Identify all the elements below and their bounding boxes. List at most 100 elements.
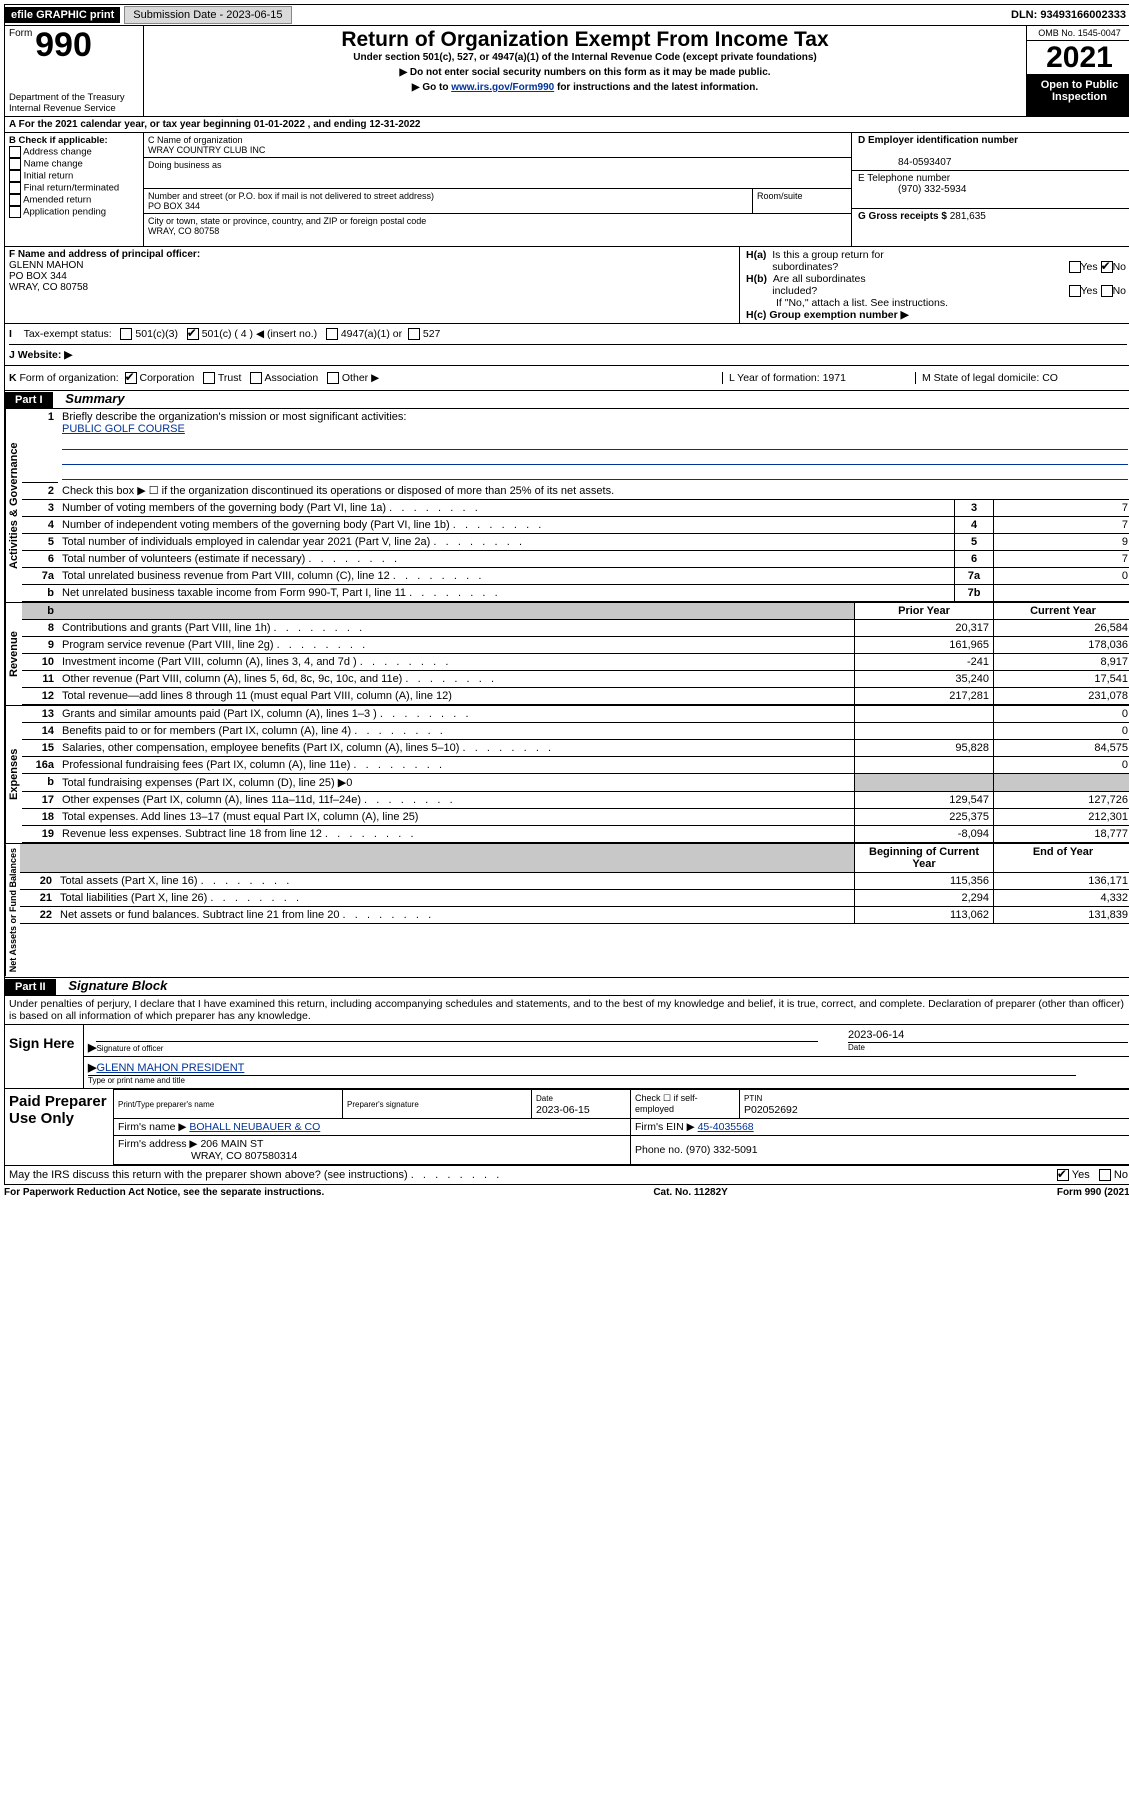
form-word: Form: [9, 28, 32, 39]
year-formation: L Year of formation: 1971: [722, 372, 915, 384]
header-sub1: Under section 501(c), 527, or 4947(a)(1)…: [148, 52, 1022, 63]
gross-receipts-cell: G Gross receipts $ 281,635: [852, 209, 1129, 246]
cb-application-pending[interactable]: [9, 206, 21, 218]
paid-preparer-label: Paid Preparer Use Only: [5, 1089, 113, 1165]
principal-officer: F Name and address of principal officer:…: [5, 247, 740, 323]
part2-title: Signature Block: [58, 978, 167, 993]
irs-link[interactable]: www.irs.gov/Form990: [451, 82, 554, 93]
footer-left: For Paperwork Reduction Act Notice, see …: [4, 1187, 324, 1198]
part2-header: Part II: [5, 979, 56, 995]
side-expenses: Expenses: [5, 706, 22, 843]
current-year-header: Current Year: [994, 603, 1129, 620]
firm-phone: (970) 332-5091: [686, 1144, 758, 1156]
part1-header: Part I: [5, 392, 53, 408]
street-value: PO BOX 344: [148, 201, 200, 211]
prior-year-header: Prior Year: [855, 603, 994, 620]
cb-501c3[interactable]: [120, 328, 132, 340]
discuss-row: May the IRS discuss this return with the…: [4, 1166, 1129, 1185]
cb-527[interactable]: [408, 328, 420, 340]
form-number: 990: [35, 28, 92, 62]
l3-value: 7: [994, 500, 1129, 517]
end-year-header: End of Year: [994, 844, 1129, 873]
cb-4947[interactable]: [326, 328, 338, 340]
ein-cell: D Employer identification number 84-0593…: [852, 133, 1129, 171]
cb-discuss-no[interactable]: [1099, 1169, 1111, 1181]
row-a-tax-year: A For the 2021 calendar year, or tax yea…: [4, 117, 1129, 133]
summary-netassets: Net Assets or Fund Balances Beginning of…: [4, 844, 1129, 977]
summary-governance: Activities & Governance 1 Briefly descri…: [4, 409, 1129, 603]
header-left: Form 990 Department of the Treasury Inte…: [5, 26, 144, 116]
submission-date: Submission Date - 2023-06-15: [124, 6, 291, 24]
cb-assoc[interactable]: [250, 372, 262, 384]
l6-value: 7: [994, 551, 1129, 568]
section-bcdeg: B Check if applicable: Address change Na…: [4, 133, 1129, 247]
tax-year: 2021: [1027, 41, 1129, 75]
irs-label: Internal Revenue Service: [9, 103, 139, 114]
part1-title: Summary: [55, 391, 124, 406]
phone-cell: E Telephone number (970) 332-5934: [852, 171, 1129, 209]
cb-501c[interactable]: [187, 328, 199, 340]
gross-receipts-value: 281,635: [950, 211, 986, 222]
city-value: WRAY, CO 80758: [148, 226, 219, 236]
firm-addr1: 206 MAIN ST: [200, 1138, 263, 1150]
cb-hb-yes[interactable]: [1069, 285, 1081, 297]
prep-date: 2023-06-15: [536, 1104, 590, 1116]
cb-initial-return[interactable]: [9, 170, 21, 182]
dba-cell: Doing business as: [144, 158, 852, 189]
cb-ha-no[interactable]: [1101, 261, 1113, 273]
summary-revenue: Revenue b Prior Year Current Year 8Contr…: [4, 603, 1129, 706]
firm-name[interactable]: BOHALL NEUBAUER & CO: [189, 1121, 320, 1133]
sign-here-label: Sign Here: [5, 1025, 83, 1088]
paid-preparer-block: Paid Preparer Use Only Print/Type prepar…: [4, 1089, 1129, 1166]
cb-corp[interactable]: [125, 372, 137, 384]
row-klm: K Form of organization: Corporation Trus…: [4, 366, 1129, 391]
officer-name[interactable]: GLENN MAHON PRESIDENT: [96, 1062, 244, 1074]
form-title: Return of Organization Exempt From Incom…: [148, 28, 1022, 52]
open-public-badge: Open to Public Inspection: [1027, 75, 1129, 116]
col-b-checkboxes: B Check if applicable: Address change Na…: [5, 133, 144, 246]
l4-value: 7: [994, 517, 1129, 534]
l7a-value: 0: [994, 568, 1129, 585]
part1-bar: Part I Summary: [4, 391, 1129, 409]
group-return: H(a) Is this a group return for subordin…: [740, 247, 1129, 323]
self-employed-check: Check ☐ if self-employed: [631, 1089, 740, 1118]
ein-value: 84-0593407: [858, 157, 951, 168]
col-b-heading: B Check if applicable:: [9, 135, 108, 146]
state-domicile: M State of legal domicile: CO: [915, 372, 1128, 384]
begin-year-header: Beginning of Current Year: [855, 844, 994, 873]
row-ij: I Tax-exempt status: 501(c)(3) 501(c) ( …: [4, 324, 1129, 366]
cb-ha-yes[interactable]: [1069, 261, 1081, 273]
efile-topbar: efile GRAPHIC print Submission Date - 20…: [4, 4, 1129, 26]
cb-amended[interactable]: [9, 194, 21, 206]
cb-trust[interactable]: [203, 372, 215, 384]
room-cell: Room/suite: [753, 189, 852, 214]
cb-hb-no[interactable]: [1101, 285, 1113, 297]
l7b-value: [994, 585, 1129, 602]
l5-value: 9: [994, 534, 1129, 551]
firm-ein[interactable]: 45-4035568: [698, 1121, 754, 1133]
tax-exempt-status: I Tax-exempt status: 501(c)(3) 501(c) ( …: [5, 324, 1129, 365]
website-row: J Website: ▶: [9, 349, 72, 361]
header-sub3: ▶ Go to www.irs.gov/Form990 for instruct…: [148, 82, 1022, 93]
row-fh: F Name and address of principal officer:…: [4, 247, 1129, 324]
mission-text[interactable]: PUBLIC GOLF COURSE: [62, 423, 185, 435]
city-cell: City or town, state or province, country…: [144, 214, 852, 246]
cb-final-return[interactable]: [9, 182, 21, 194]
street-cell: Number and street (or P.O. box if mail i…: [144, 189, 753, 214]
cb-address-change[interactable]: [9, 146, 21, 158]
org-name: WRAY COUNTRY CLUB INC: [148, 145, 265, 155]
cb-name-change[interactable]: [9, 158, 21, 170]
dept-treasury: Department of the Treasury: [9, 92, 139, 103]
page-footer: For Paperwork Reduction Act Notice, see …: [4, 1185, 1129, 1198]
header-center: Return of Organization Exempt From Incom…: [144, 26, 1026, 116]
firm-addr2: WRAY, CO 807580314: [191, 1150, 297, 1162]
sign-here-block: Sign Here ▶ Signature of officer 2023-06…: [4, 1025, 1129, 1089]
header-sub2: ▶ Do not enter social security numbers o…: [148, 67, 1022, 78]
cb-other[interactable]: [327, 372, 339, 384]
col-c: C Name of organization WRAY COUNTRY CLUB…: [144, 133, 852, 246]
efile-label: efile GRAPHIC print: [5, 7, 120, 23]
cb-discuss-yes[interactable]: [1057, 1169, 1069, 1181]
phone-value: (970) 332-5934: [858, 184, 966, 195]
sign-date: 2023-06-14: [848, 1029, 904, 1041]
omb-number: OMB No. 1545-0047: [1027, 26, 1129, 41]
